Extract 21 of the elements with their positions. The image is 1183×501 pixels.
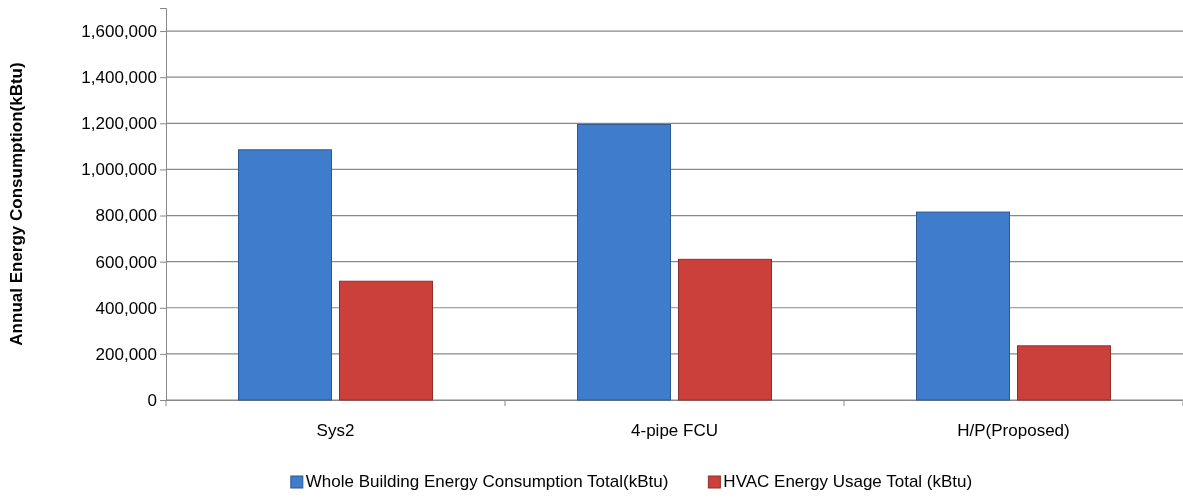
- y-tick-label: 1,000,000: [81, 160, 157, 180]
- bar: [1017, 345, 1111, 401]
- y-tick-label: 400,000: [95, 298, 157, 318]
- y-axis-title: Annual Energy Consumption(kBtu): [7, 62, 26, 346]
- legend-label: HVAC Energy Usage Total (kBtu): [723, 472, 973, 491]
- y-tick-label: 1,400,000: [81, 68, 157, 88]
- bar: [339, 280, 433, 401]
- legend-label: Whole Building Energy Consumption Total(kBtu): [305, 472, 669, 491]
- y-tick-label: 1,600,000: [81, 22, 157, 41]
- x-tick-label: 4-pipe FCU: [631, 421, 718, 441]
- x-tick-label: H/P(Proposed): [957, 421, 1070, 441]
- x-tick-label: Sys2: [316, 421, 355, 441]
- y-tick-label: 800,000: [95, 206, 157, 226]
- bar: [577, 123, 671, 401]
- y-tick-label: 1,200,000: [81, 114, 157, 134]
- y-tick-label: 200,000: [95, 344, 157, 364]
- bar: [678, 258, 772, 401]
- bar: [238, 149, 332, 401]
- bar: [916, 211, 1010, 401]
- y-tick-label: 600,000: [95, 252, 157, 272]
- y-tick-label: 0: [147, 390, 157, 410]
